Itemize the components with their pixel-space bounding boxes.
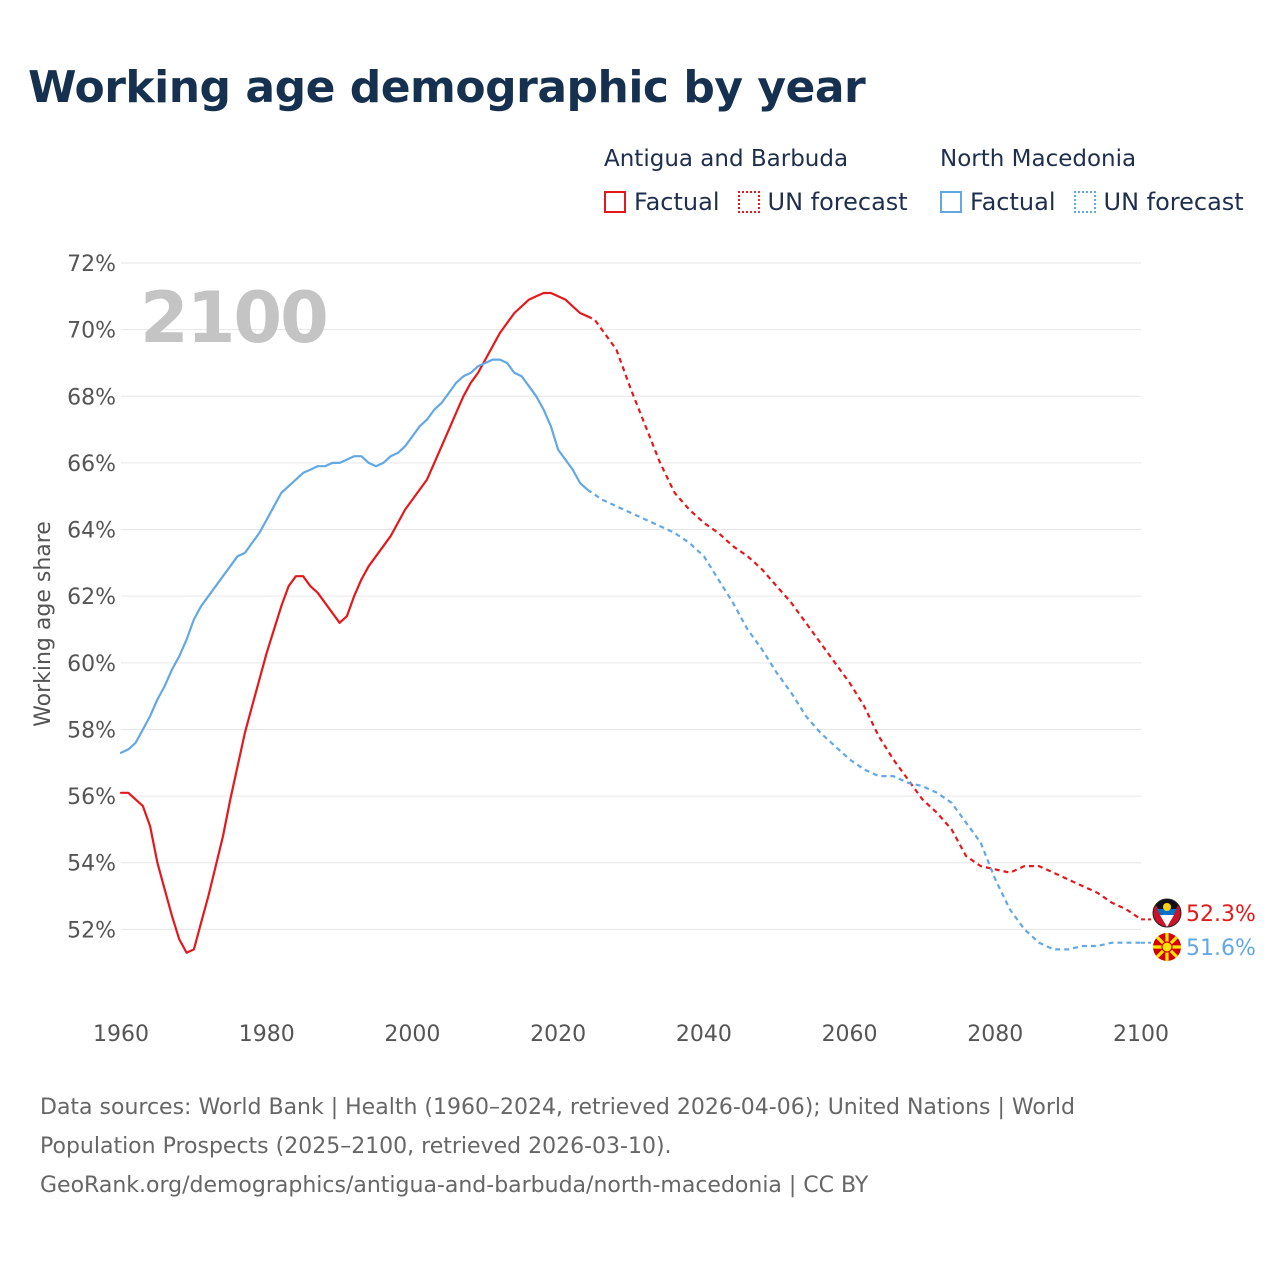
y-tick-label: 52% <box>67 918 116 943</box>
x-tick-label: 2080 <box>967 1022 1023 1047</box>
x-tick-label: 1980 <box>239 1022 295 1047</box>
legend-dotted-swatch-icon <box>1073 191 1096 213</box>
legend-macedonia-forecast[interactable]: UN forecast <box>1073 188 1244 216</box>
legend-macedonia-name: North Macedonia <box>940 146 1137 172</box>
legend-macedonia-forecast-label: UN forecast <box>1103 188 1244 216</box>
legend-macedonia-factual[interactable]: Factual <box>940 188 1056 216</box>
legend-antigua-forecast[interactable]: UN forecast <box>737 188 908 216</box>
series-line-antigua-forecast <box>586 315 1142 921</box>
footer-line-3: GeoRank.org/demographics/antigua-and-bar… <box>40 1173 869 1198</box>
antigua-end-value: 52.3% <box>1186 902 1256 927</box>
legend-dotted-swatch-icon <box>737 191 760 213</box>
legend-antigua-factual-label: Factual <box>634 188 720 216</box>
antigua-flag-icon <box>1152 898 1182 928</box>
x-tick-label: 2060 <box>822 1022 878 1047</box>
y-tick-label: 68% <box>67 385 116 410</box>
series <box>119 291 1151 954</box>
x-tick-label: 2000 <box>384 1022 440 1047</box>
y-tick-label: 56% <box>67 785 116 810</box>
y-axis-ticks: 52% 54% 56% 58% 60% 62% 64% 66% 68% 70% 72% <box>67 252 116 943</box>
line-chart: 2100 Working age share 52% 54% 56% 58% 60% 62… <box>31 252 1256 1047</box>
x-tick-label: 1960 <box>93 1022 149 1047</box>
legend-solid-swatch-icon <box>940 191 962 213</box>
end-markers: 52.3% 51.6% <box>1152 898 1256 961</box>
footer-line-2: Population Prospects (2025–2100, retriev… <box>40 1134 672 1159</box>
legend-antigua-name: Antigua and Barbuda <box>604 146 849 172</box>
y-tick-label: 70% <box>67 319 116 344</box>
x-tick-label: 2100 <box>1113 1022 1169 1047</box>
y-tick-label: 64% <box>67 519 116 544</box>
page-title: Working age demographic by year <box>28 62 866 113</box>
footer-line-1: Data sources: World Bank | Health (1960–… <box>40 1095 1075 1120</box>
north-macedonia-flag-icon <box>1153 933 1181 961</box>
legend-solid-swatch-icon <box>604 191 626 213</box>
y-tick-label: 62% <box>67 585 116 610</box>
y-tick-label: 58% <box>67 718 116 743</box>
x-tick-label: 2020 <box>530 1022 586 1047</box>
legend-antigua: Antigua and Barbuda Factual UN forecast <box>604 146 926 216</box>
macedonia-end-value: 51.6% <box>1186 936 1256 961</box>
x-axis-ticks: 1960 1980 2000 2020 2040 2060 2080 2100 <box>93 1022 1169 1047</box>
gridlines <box>121 262 1141 930</box>
legend-antigua-factual[interactable]: Factual <box>604 188 720 216</box>
series-line-antigua-factual <box>119 291 589 954</box>
x-tick-label: 2040 <box>676 1022 732 1047</box>
y-tick-label: 66% <box>67 452 116 477</box>
year-watermark: 2100 <box>140 277 327 359</box>
y-tick-label: 54% <box>67 852 116 877</box>
legend-macedonia-factual-label: Factual <box>970 188 1056 216</box>
series-line-macedonia-forecast <box>586 488 1141 951</box>
series-line-macedonia-factual <box>119 358 589 754</box>
legend-macedonia: North Macedonia Factual UN forecast <box>940 146 1244 216</box>
y-axis-label: Working age share <box>31 521 56 727</box>
y-tick-label: 60% <box>67 652 116 677</box>
legend-antigua-forecast-label: UN forecast <box>767 188 908 216</box>
footer-sources: Data sources: World Bank | Health (1960–… <box>40 1088 1220 1205</box>
y-tick-label: 72% <box>67 252 116 277</box>
